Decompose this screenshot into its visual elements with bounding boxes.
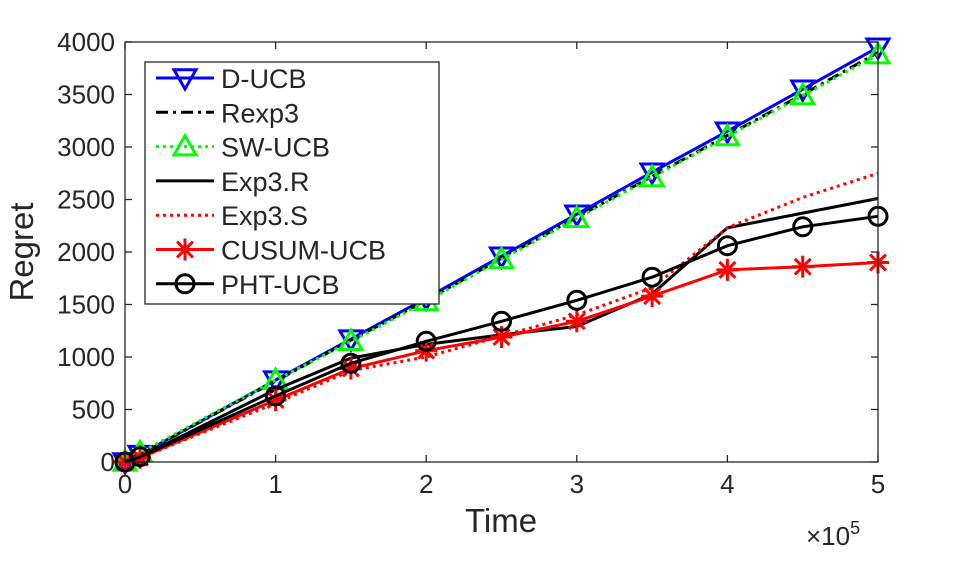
- legend-entry-pht-ucb: PHT-UCB: [156, 270, 340, 300]
- series-line-sw-ucb: [124, 53, 879, 464]
- legend-entry-sw-ucb: SW-UCB: [156, 132, 330, 163]
- x-tick-label: 4: [720, 469, 734, 499]
- legend-label-d-ucb: D-UCB: [221, 64, 307, 94]
- y-tick-label: 3500: [57, 80, 115, 110]
- y-tick-label: 0: [101, 447, 115, 477]
- legend-entries: D-UCB Rexp3 SW-UCB Exp3.R Exp3.S CUSUM-UCB PHT…: [156, 64, 386, 300]
- x-axis-exponent-label: ×105: [806, 518, 860, 551]
- data-point-sw-ucb: [487, 245, 516, 270]
- legend-entry-exp3-r: Exp3.R: [156, 167, 310, 197]
- data-point-pht-ucb: [566, 289, 588, 311]
- x-exponent-power: 5: [850, 518, 860, 538]
- data-point-sw-ucb: [337, 327, 365, 351]
- legend-marker-sw-ucb: [171, 132, 199, 157]
- x-tick-label: 1: [268, 469, 282, 499]
- data-point-pht-ucb: [340, 352, 362, 374]
- data-point-cusum-ucb: [716, 258, 739, 281]
- x-exponent-base: ×10: [806, 521, 850, 551]
- legend-entry-exp3-s: Exp3.S: [156, 201, 308, 231]
- x-tick-label: 0: [118, 469, 132, 499]
- data-point-pht-ucb: [792, 216, 814, 238]
- legend-entry-rexp3: Rexp3: [156, 98, 299, 128]
- legend-marker-cusum-ucb: [174, 238, 196, 261]
- data-point-pht-ucb: [716, 235, 738, 257]
- x-tick-label: 5: [871, 469, 885, 499]
- data-point-sw-ucb: [638, 163, 666, 188]
- data-point-pht-ucb: [641, 266, 663, 288]
- y-tick-label: 3000: [57, 132, 115, 162]
- data-point-pht-ucb: [415, 330, 437, 352]
- legend: D-UCB Rexp3 SW-UCB Exp3.R Exp3.S CUSUM-UCB PHT…: [144, 61, 440, 305]
- legend-label-rexp3: Rexp3: [221, 98, 299, 128]
- y-tick-label: 2000: [57, 237, 115, 267]
- data-point-sw-ucb: [789, 81, 817, 106]
- data-point-pht-ucb: [265, 385, 287, 407]
- x-axis-label: Time: [465, 502, 537, 539]
- data-point-cusum-ucb: [791, 255, 814, 278]
- data-point-cusum-ucb: [641, 285, 664, 308]
- tick-layer: 0 1 2 3 4 5 0 500 1000 1500 2000 2500 3000 3500 4000: [57, 27, 885, 499]
- data-point-pht-ucb: [129, 446, 151, 468]
- legend-label-sw-ucb: SW-UCB: [221, 133, 330, 163]
- legend-box: [144, 61, 440, 305]
- legend-entry-cusum-ucb: CUSUM-UCB: [156, 236, 386, 266]
- y-tick-label: 4000: [57, 27, 115, 57]
- y-tick-label: 1500: [57, 290, 115, 320]
- data-point-d-ucb: [864, 37, 892, 62]
- data-point-sw-ucb: [563, 204, 591, 229]
- data-point-pht-ucb: [491, 310, 512, 332]
- legend-marker-pht-ucb: [174, 273, 196, 295]
- series-line-exp3-s: [124, 171, 879, 464]
- legend-label-pht-ucb: PHT-UCB: [221, 270, 340, 300]
- legend-entry-d-ucb: D-UCB: [156, 64, 307, 94]
- legend-label-exp3-r: Exp3.R: [221, 167, 310, 197]
- y-tick-label: 500: [72, 395, 115, 425]
- x-tick-label: 2: [419, 469, 433, 499]
- series-line-pht-ucb: [124, 214, 879, 464]
- data-point-cusum-ucb: [565, 310, 588, 333]
- series-layer: [111, 37, 892, 477]
- series-exp3-s: [124, 171, 879, 464]
- y-tick-label: 1000: [57, 342, 115, 372]
- legend-label-cusum-ucb: CUSUM-UCB: [221, 236, 386, 266]
- y-tick-label: 2500: [57, 185, 115, 215]
- y-axis-label: Regret: [3, 202, 40, 301]
- x-tick-label: 3: [570, 469, 584, 499]
- legend-marker-d-ucb: [171, 68, 199, 93]
- data-point-sw-ucb: [713, 122, 741, 147]
- legend-label-exp3-s: Exp3.S: [221, 201, 308, 231]
